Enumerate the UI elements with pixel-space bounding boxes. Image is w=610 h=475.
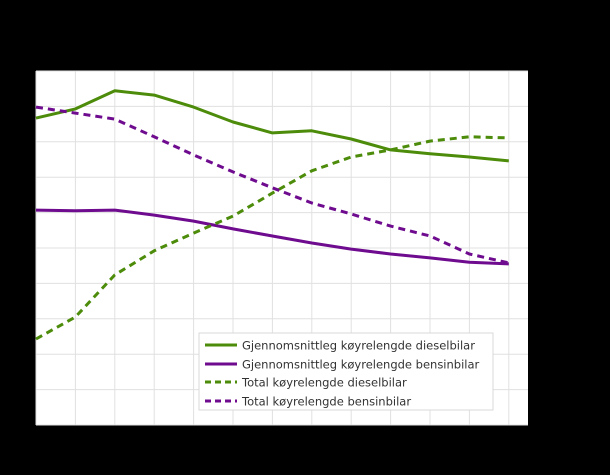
legend-item: Gjennomsnittleg køyrelengde bensinbilar: [205, 358, 480, 372]
series-line-2: [35, 135, 509, 341]
series-line-0: [35, 89, 509, 163]
legend-label: Gjennomsnittleg køyrelengde bensinbilar: [242, 358, 480, 372]
legend-item: Gjennomsnittleg køyrelengde dieselbilar: [205, 339, 475, 353]
series-line-1: [35, 208, 509, 266]
legend-label: Total køyrelengde bensinbilar: [241, 395, 411, 409]
legend-label: Total køyrelengde dieselbilar: [241, 376, 407, 390]
series-lines: [35, 89, 510, 341]
legend-item: Total køyrelengde dieselbilar: [205, 376, 407, 390]
legend-item: Total køyrelengde bensinbilar: [205, 395, 411, 409]
legend-label: Gjennomsnittleg køyrelengde dieselbilar: [242, 339, 475, 353]
legend-box: [198, 332, 494, 411]
legend: Gjennomsnittleg køyrelengde dieselbilar …: [198, 332, 494, 411]
